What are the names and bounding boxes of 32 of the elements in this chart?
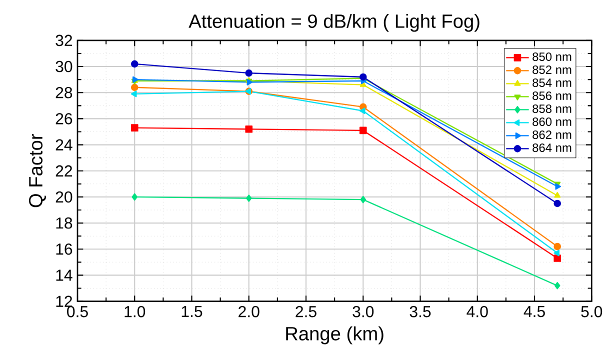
x-tick-label: 0.5 [67,306,88,318]
legend-label: 862 nm [532,130,572,139]
y-tick-label: 12 [56,296,72,307]
legend-label: 864 nm [532,144,572,152]
x-tick-label: 2.0 [238,306,260,318]
y-tick-label: 28 [56,86,72,98]
y-axis-title: Q Factor [28,134,46,208]
legend-label: 858 nm [532,104,572,113]
y-tick-label: 22 [56,165,72,176]
x-tick-label: 2.5 [296,306,316,318]
legend-label: 852 nm [532,66,572,74]
y-tick-label: 32 [56,34,72,46]
y-tick-label: 18 [56,217,72,229]
x-tick-label: 3.0 [352,306,374,318]
y-tick-label: 20 [56,191,72,203]
x-tick-label: 4.5 [524,306,545,318]
y-tick-label: 24 [56,139,72,150]
x-axis-title: Range (km) [286,326,384,344]
x-tick-label: 1.5 [182,306,202,318]
legend-label: 850 nm [532,52,572,61]
y-tick-label: 14 [56,270,72,281]
y-tick-label: 26 [56,113,72,124]
x-tick-label: 4.0 [466,306,488,318]
x-tick-label: 1.0 [124,306,146,318]
y-tick-label: 16 [56,243,72,255]
x-tick-label: 5.0 [581,306,602,318]
chart-title: Attenuation = 9 dB/km ( Light Fog) [188,14,480,32]
legend-label: 854 nm [532,78,572,87]
y-tick-label: 30 [56,60,72,72]
x-tick-label: 3.5 [410,306,431,318]
legend-label: 856 nm [532,92,572,100]
legend-label: 860 nm [532,118,572,126]
